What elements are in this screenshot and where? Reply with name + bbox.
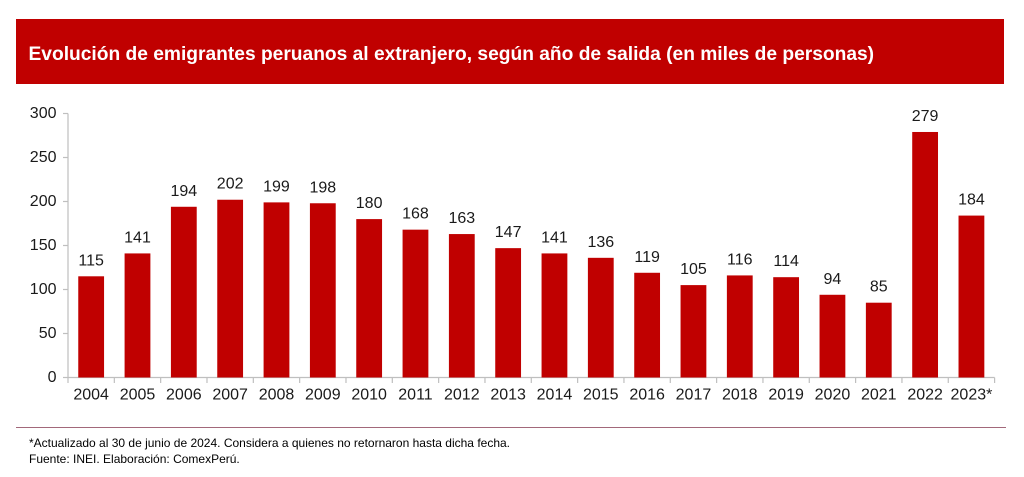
svg-text:2023*: 2023* [951, 387, 993, 404]
svg-text:2014: 2014 [537, 387, 573, 404]
svg-text:202: 202 [217, 176, 244, 193]
svg-text:2004: 2004 [73, 387, 109, 404]
svg-text:2006: 2006 [166, 387, 202, 404]
svg-text:2022: 2022 [907, 387, 943, 404]
svg-text:136: 136 [587, 234, 614, 251]
svg-text:168: 168 [402, 206, 429, 223]
svg-text:2020: 2020 [815, 387, 851, 404]
svg-text:2019: 2019 [768, 387, 804, 404]
svg-text:194: 194 [170, 183, 197, 200]
svg-text:100: 100 [30, 281, 57, 298]
svg-text:200: 200 [30, 193, 57, 210]
svg-text:300: 300 [30, 105, 57, 122]
svg-text:116: 116 [727, 251, 753, 268]
svg-text:2008: 2008 [259, 387, 295, 404]
svg-text:150: 150 [30, 237, 57, 254]
svg-text:114: 114 [773, 253, 799, 270]
svg-text:2011: 2011 [398, 387, 433, 404]
svg-text:119: 119 [634, 249, 660, 266]
svg-text:2021: 2021 [861, 387, 897, 404]
svg-text:184: 184 [958, 192, 985, 209]
svg-text:141: 141 [541, 229, 568, 246]
svg-text:147: 147 [495, 224, 522, 241]
svg-text:94: 94 [824, 271, 842, 288]
svg-text:2005: 2005 [120, 387, 156, 404]
svg-text:2017: 2017 [676, 387, 712, 404]
svg-text:2015: 2015 [583, 387, 619, 404]
svg-text:180: 180 [356, 195, 383, 212]
svg-text:199: 199 [263, 178, 290, 195]
svg-text:279: 279 [912, 108, 939, 125]
svg-text:2018: 2018 [722, 387, 758, 404]
svg-text:85: 85 [870, 279, 888, 296]
svg-text:2013: 2013 [490, 387, 526, 404]
svg-text:2007: 2007 [212, 387, 248, 404]
svg-text:250: 250 [30, 149, 57, 166]
svg-text:115: 115 [78, 252, 104, 269]
svg-text:2016: 2016 [629, 387, 665, 404]
svg-text:141: 141 [124, 229, 151, 246]
svg-text:2010: 2010 [351, 387, 387, 404]
svg-text:163: 163 [448, 210, 475, 227]
svg-text:105: 105 [680, 261, 707, 278]
svg-text:2012: 2012 [444, 387, 480, 404]
svg-text:0: 0 [48, 369, 57, 386]
svg-text:2009: 2009 [305, 387, 341, 404]
svg-text:198: 198 [309, 179, 336, 196]
svg-text:50: 50 [39, 325, 57, 342]
